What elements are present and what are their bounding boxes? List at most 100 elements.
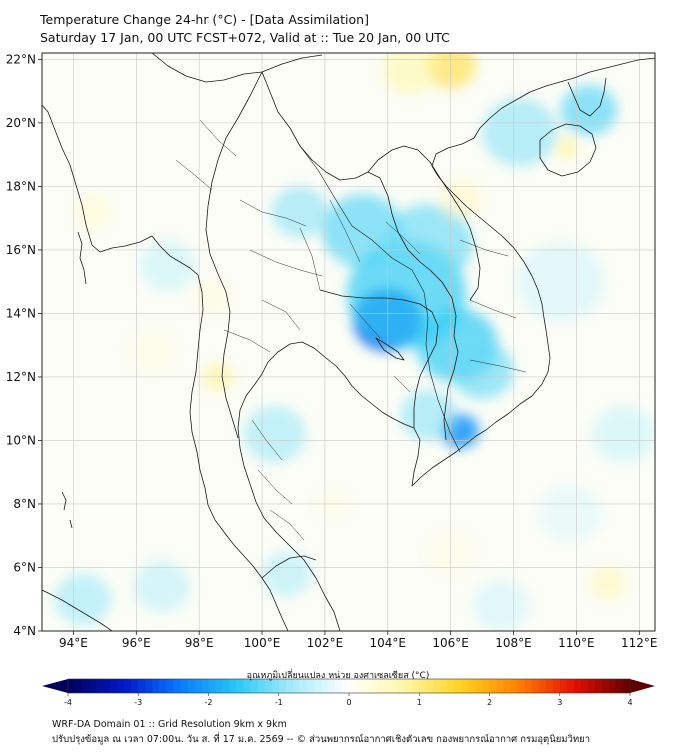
colorbar-cell <box>517 679 526 693</box>
lon-tick-label: 94°E <box>59 636 88 650</box>
colorbar-tick-label: -4 <box>64 698 72 707</box>
lon-tick-label: 106°E <box>432 636 469 650</box>
colorbar-cell <box>405 679 413 693</box>
colorbar-label: อุณหภูมิเปลี่ยนแปลง หน่วย องศาเซลเซียส (… <box>246 671 430 681</box>
longitude-axis: 94°E 96°E 98°E 100°E 102°E 104°E 106°E 108°E 110… <box>59 631 658 650</box>
map-frame <box>41 52 656 632</box>
colorbar-cell <box>433 679 441 693</box>
coastlines-borders <box>42 53 655 631</box>
malaysia-thailand-border <box>261 555 317 579</box>
colorbar-cell <box>229 679 237 693</box>
colorbar-cell <box>377 679 385 693</box>
colorbar-cell <box>454 679 462 693</box>
anomaly-cell <box>54 573 112 625</box>
colorbar-cell <box>440 679 448 693</box>
colorbar-cell <box>96 679 104 693</box>
colorbar-cell <box>264 679 273 693</box>
colorbar-cell <box>89 679 97 693</box>
colorbar-tick-label: 2 <box>487 698 492 707</box>
anomaly-cell <box>554 136 580 160</box>
colorbar-cell <box>82 679 90 693</box>
lon-tick-label: 110°E <box>558 636 595 650</box>
anomaly-cell <box>450 342 514 399</box>
colorbar-cell <box>615 679 624 693</box>
lat-tick-label: 22°N <box>6 52 36 66</box>
gulf-of-thailand-coast <box>267 341 415 429</box>
colorbar-cell <box>559 679 568 693</box>
myanmar-china-border <box>151 53 323 83</box>
colorbar-cell <box>370 679 378 693</box>
lon-tick-label: 98°E <box>185 636 214 650</box>
lat-tick-label: 14°N <box>6 306 36 320</box>
anomaly-cell <box>588 566 627 601</box>
anomaly-cell <box>482 98 558 167</box>
colorbar-cell <box>152 679 160 693</box>
colorbar-cell <box>334 679 343 693</box>
colorbar-cell <box>531 679 540 693</box>
map-title: Temperature Change 24-hr (°C) - [Data As… <box>40 12 369 27</box>
colorbar-cell <box>580 679 589 693</box>
colorbar-cell <box>461 679 469 693</box>
colorbar-tick-label: -1 <box>275 698 283 707</box>
colorbar-cell <box>475 679 483 693</box>
lat-tick-label: 20°N <box>6 116 36 130</box>
andaman-islands <box>77 231 87 285</box>
colorbar-tick-label: 0 <box>346 698 351 707</box>
colorbar-cell <box>341 679 350 693</box>
colorbar-cell <box>194 679 202 693</box>
thailand-cambodia-border <box>319 289 439 428</box>
colorbar-cell <box>426 679 434 693</box>
colorbar-cell <box>489 679 497 693</box>
colorbar-over-arrow <box>630 679 655 693</box>
colorbar-cell <box>173 679 181 693</box>
colorbar-cell <box>524 679 533 693</box>
colorbar-cell <box>292 679 301 693</box>
lat-tick-label: 8°N <box>13 497 36 511</box>
colorbar: -4 -3 -2 -1 0 1 2 3 4 <box>42 678 655 707</box>
colorbar-cell <box>384 679 392 693</box>
colorbar-cell <box>250 679 259 693</box>
anomaly-cell <box>538 485 602 542</box>
cambodia-vietnam-border <box>429 269 459 441</box>
colorbar-cell <box>166 679 174 693</box>
colorbar-cell <box>208 679 216 693</box>
anomaly-cell <box>133 561 190 613</box>
myanmar-thailand-border <box>205 71 263 439</box>
colorbar-tick-label: 3 <box>557 698 562 707</box>
colorbar-cell <box>320 679 329 693</box>
colorbar-tick-label: -2 <box>205 698 213 707</box>
colorbar-cell <box>356 679 364 693</box>
colorbar-cell <box>124 679 132 693</box>
colorbar-cell <box>510 679 518 693</box>
lat-tick-label: 18°N <box>6 179 36 193</box>
colorbar-cell <box>349 679 357 693</box>
latitude-axis: 22°N 20°N 18°N 16°N 14°N 12°N 10°N 8°N 6°N 4°N <box>6 52 42 638</box>
anomaly-cell <box>271 186 329 238</box>
leizhou-peninsula <box>567 77 607 117</box>
colorbar-cell <box>503 679 511 693</box>
colorbar-tick-label: -3 <box>134 698 142 707</box>
sumatra-coast <box>42 589 113 631</box>
colorbar-cell <box>412 679 420 693</box>
colorbar-cell <box>110 679 118 693</box>
anomaly-cell <box>592 405 655 463</box>
colorbar-cell <box>222 679 230 693</box>
colorbar-cell <box>327 679 336 693</box>
model-info: WRF-DA Domain 01 :: Grid Resolution 9km … <box>52 719 287 730</box>
colorbar-cell <box>538 679 547 693</box>
colorbar-cell <box>622 679 631 693</box>
anomaly-cell <box>243 405 307 463</box>
colorbar-cell <box>138 679 146 693</box>
colorbar-cell <box>573 679 582 693</box>
colorbar-cell <box>201 679 209 693</box>
colorbar-cell <box>271 679 280 693</box>
colorbar-cell <box>299 679 308 693</box>
colorbar-cell <box>552 679 561 693</box>
colorbar-cell <box>180 679 188 693</box>
anomaly-cell <box>381 53 439 95</box>
lon-tick-label: 100°E <box>244 636 281 650</box>
colorbar-cell <box>103 679 111 693</box>
colorbar-cell <box>363 679 371 693</box>
province-lines <box>175 119 527 541</box>
